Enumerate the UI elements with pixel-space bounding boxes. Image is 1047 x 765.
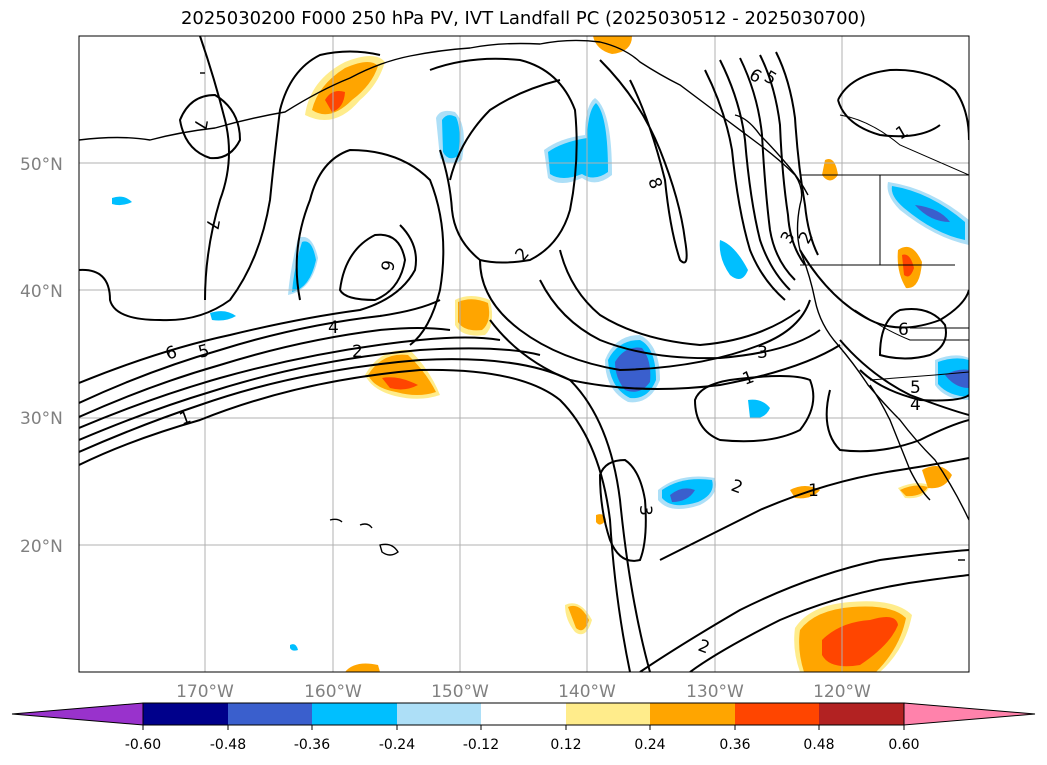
contour-lines [79,36,969,672]
colorbar-swatch-3 [312,703,397,725]
colorbar-swatch-9 [819,703,904,725]
latitude-labels: 50°N 40°N 30°N 20°N [20,155,63,557]
lon-label-140w: 140°W [558,682,616,702]
lon-label-120w: 120°W [813,682,871,702]
colorbar-swatch-4 [397,703,481,725]
colorbar-tick-2: -0.36 [294,737,330,753]
contour-label-7b: 7 [201,217,223,231]
lon-label-170w: 170°W [176,682,234,702]
colorbar-extend-low [11,702,144,726]
contour-label-7: 7 [189,117,211,131]
contour-label-3c: 3 [635,505,655,516]
colorbar-tick-3: -0.24 [379,737,415,753]
lon-label-160w: 160°W [304,682,362,702]
colorbar-swatch-5 [481,703,566,725]
lat-label-50: 50°N [20,155,63,175]
colorbar-tick-8: 0.48 [803,737,834,753]
contour-label-9: 9 [378,259,400,273]
map-frame [78,35,970,673]
shaded-anomalies [112,36,969,672]
map-title: 2025030200 F000 250 hPa PV, IVT Landfall… [180,8,867,29]
colorbar-tick-9: 0.60 [888,737,919,753]
contour-label-5c: 5 [910,378,921,398]
coastlines [79,39,969,561]
contour-label-1d: 1 [808,481,819,501]
lon-label-150w: 150°W [431,682,489,702]
colorbar-swatch-7 [650,703,735,725]
colorbar-frame [142,702,905,726]
colorbar: -0.60 -0.48 -0.36 -0.24 -0.12 0.12 0.24 … [11,702,1036,753]
contour-label-3: 3 [757,343,768,363]
colorbar-swatch-8 [735,703,819,725]
longitude-labels: 170°W 160°W 150°W 140°W 130°W 120°W [176,682,871,702]
contour-label-2: 2 [352,342,363,362]
colorbar-tick-5: 0.12 [550,737,581,753]
lat-label-20: 20°N [20,537,63,557]
contour-label-4b: 4 [910,395,921,415]
colorbar-swatch-1 [143,703,228,725]
contour-label-4: 4 [328,318,339,338]
colorbar-swatch-2 [228,703,312,725]
contour-label-5: 5 [196,341,212,363]
colorbar-extend-high [903,702,1036,726]
colorbar-tick-6: 0.24 [634,737,665,753]
colorbar-tick-0: -0.60 [125,737,161,753]
colorbar-tick-4: -0.12 [463,737,499,753]
lon-label-130w: 130°W [686,682,744,702]
contour-label-6c: 6 [898,320,909,340]
colorbar-swatch-6 [566,703,650,725]
lat-label-40: 40°N [20,282,63,302]
lat-label-30: 30°N [20,409,63,429]
colorbar-tick-7: 0.36 [719,737,750,753]
colorbar-tick-1: -0.48 [210,737,246,753]
